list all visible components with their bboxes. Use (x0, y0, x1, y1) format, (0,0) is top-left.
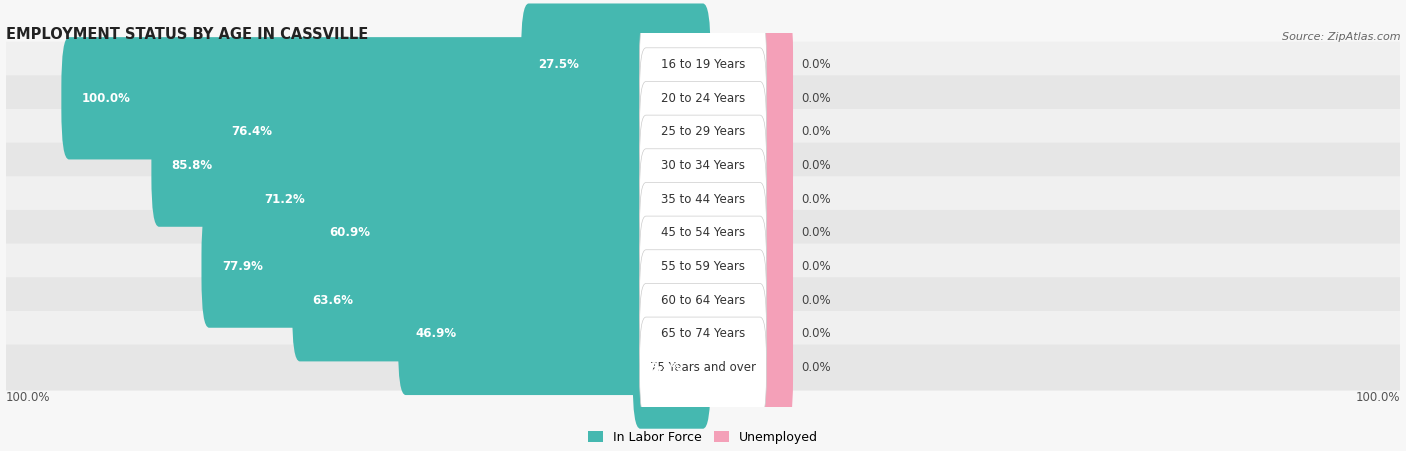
Text: 100.0%: 100.0% (1355, 391, 1400, 405)
Text: 0.0%: 0.0% (801, 294, 831, 307)
FancyBboxPatch shape (696, 71, 793, 193)
Text: 71.2%: 71.2% (264, 193, 305, 206)
FancyBboxPatch shape (696, 172, 793, 294)
Text: 0.0%: 0.0% (801, 193, 831, 206)
Text: EMPLOYMENT STATUS BY AGE IN CASSVILLE: EMPLOYMENT STATUS BY AGE IN CASSVILLE (6, 27, 368, 42)
Text: 55 to 59 Years: 55 to 59 Years (661, 260, 745, 273)
FancyBboxPatch shape (4, 143, 1402, 189)
FancyBboxPatch shape (640, 115, 766, 216)
FancyBboxPatch shape (4, 311, 1402, 357)
Text: 0.0%: 0.0% (801, 92, 831, 105)
FancyBboxPatch shape (522, 4, 710, 126)
Text: 35 to 44 Years: 35 to 44 Years (661, 193, 745, 206)
Legend: In Labor Force, Unemployed: In Labor Force, Unemployed (583, 426, 823, 449)
FancyBboxPatch shape (696, 306, 793, 429)
FancyBboxPatch shape (640, 317, 766, 418)
Text: 0.0%: 0.0% (801, 58, 831, 71)
FancyBboxPatch shape (640, 216, 766, 317)
FancyBboxPatch shape (640, 48, 766, 149)
Text: 16 to 19 Years: 16 to 19 Years (661, 58, 745, 71)
FancyBboxPatch shape (640, 250, 766, 351)
FancyBboxPatch shape (211, 71, 710, 193)
Text: 20 to 24 Years: 20 to 24 Years (661, 92, 745, 105)
FancyBboxPatch shape (4, 345, 1402, 391)
Text: 60 to 64 Years: 60 to 64 Years (661, 294, 745, 307)
FancyBboxPatch shape (62, 37, 710, 160)
Text: Source: ZipAtlas.com: Source: ZipAtlas.com (1282, 32, 1400, 42)
Text: 85.8%: 85.8% (172, 159, 212, 172)
FancyBboxPatch shape (292, 239, 710, 361)
Text: 0.0%: 0.0% (801, 125, 831, 138)
FancyBboxPatch shape (4, 277, 1402, 323)
Text: 77.9%: 77.9% (222, 260, 263, 273)
FancyBboxPatch shape (640, 149, 766, 250)
Text: 30 to 34 Years: 30 to 34 Years (661, 159, 745, 172)
FancyBboxPatch shape (4, 75, 1402, 121)
Text: 75 Years and over: 75 Years and over (650, 361, 756, 374)
FancyBboxPatch shape (640, 183, 766, 283)
FancyBboxPatch shape (696, 4, 793, 126)
Text: 46.9%: 46.9% (415, 327, 457, 341)
FancyBboxPatch shape (4, 41, 1402, 87)
Text: 0.0%: 0.0% (801, 260, 831, 273)
Text: 100.0%: 100.0% (82, 92, 131, 105)
Text: 65 to 74 Years: 65 to 74 Years (661, 327, 745, 341)
FancyBboxPatch shape (152, 105, 710, 227)
FancyBboxPatch shape (309, 172, 710, 294)
FancyBboxPatch shape (633, 306, 710, 429)
FancyBboxPatch shape (245, 138, 710, 260)
Text: 0.0%: 0.0% (801, 226, 831, 239)
FancyBboxPatch shape (4, 210, 1402, 256)
FancyBboxPatch shape (4, 109, 1402, 155)
FancyBboxPatch shape (696, 273, 793, 395)
FancyBboxPatch shape (640, 14, 766, 115)
Text: 63.6%: 63.6% (312, 294, 353, 307)
FancyBboxPatch shape (696, 37, 793, 160)
Text: 27.5%: 27.5% (538, 58, 579, 71)
FancyBboxPatch shape (696, 239, 793, 361)
FancyBboxPatch shape (696, 138, 793, 260)
FancyBboxPatch shape (696, 105, 793, 227)
Text: 100.0%: 100.0% (6, 391, 51, 405)
FancyBboxPatch shape (696, 205, 793, 328)
Text: 25 to 29 Years: 25 to 29 Years (661, 125, 745, 138)
Text: 45 to 54 Years: 45 to 54 Years (661, 226, 745, 239)
Text: 0.0%: 0.0% (801, 159, 831, 172)
Text: 76.4%: 76.4% (231, 125, 273, 138)
FancyBboxPatch shape (201, 205, 710, 328)
Text: 60.9%: 60.9% (329, 226, 371, 239)
FancyBboxPatch shape (640, 283, 766, 384)
FancyBboxPatch shape (398, 273, 710, 395)
Text: 9.9%: 9.9% (650, 361, 683, 374)
FancyBboxPatch shape (4, 244, 1402, 290)
Text: 0.0%: 0.0% (801, 361, 831, 374)
FancyBboxPatch shape (4, 176, 1402, 222)
Text: 0.0%: 0.0% (801, 327, 831, 341)
FancyBboxPatch shape (640, 82, 766, 183)
